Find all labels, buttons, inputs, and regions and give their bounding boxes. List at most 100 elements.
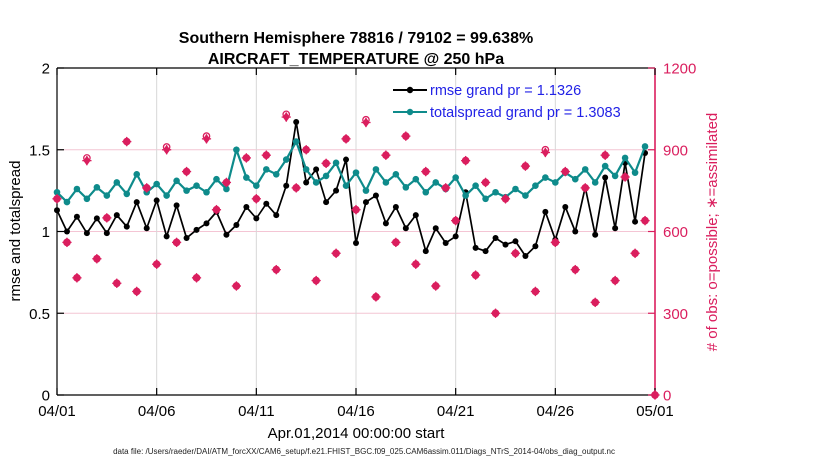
totalspread-marker (631, 169, 639, 176)
rmse-marker (572, 228, 579, 235)
rmse-marker (452, 233, 459, 240)
totalspread-marker (412, 175, 420, 183)
totalspread-marker (342, 182, 350, 190)
totalspread-marker (532, 182, 539, 190)
y-right-tick-label: 1200 (663, 61, 696, 78)
y-left-tick-label: 1.5 (29, 142, 50, 159)
totalspread-marker (552, 179, 559, 186)
rmse-marker (313, 166, 320, 173)
legend-dot-totalspread (406, 108, 414, 116)
totalspread-marker (392, 170, 400, 178)
totalspread-marker (591, 179, 599, 186)
totalspread-marker (472, 182, 479, 190)
data-file-path: data file: /Users/raeder/DAI/ATM_forcXX/… (113, 447, 615, 456)
totalspread-marker (641, 143, 649, 150)
totalspread-marker (292, 138, 300, 145)
x-tick-label: 04/26 (537, 403, 575, 420)
x-tick-label: 05/01 (636, 403, 674, 420)
legend-label-rmse: rmse grand pr = 1.1326 (430, 83, 581, 99)
rmse-marker (492, 235, 499, 242)
y-axis-label-left: rmse and totalspread (7, 161, 24, 302)
rmse-marker (602, 174, 609, 181)
totalspread-marker (233, 146, 240, 154)
totalspread-marker (322, 172, 330, 180)
totalspread-marker (621, 154, 629, 162)
rmse-marker (562, 203, 569, 210)
totalspread-marker (332, 159, 340, 167)
axes (56, 67, 656, 396)
totalspread-marker (93, 184, 101, 191)
rmse-marker (223, 231, 230, 238)
y-right-tick-label: 600 (663, 224, 688, 241)
rmse-marker (323, 199, 330, 206)
rmse-marker (93, 215, 100, 222)
totalspread-marker (133, 170, 141, 178)
x-tick-label: 04/16 (337, 403, 375, 420)
totalspread-marker (601, 162, 609, 170)
totalspread-marker (302, 166, 310, 173)
rmse-marker (412, 212, 419, 219)
rmse-marker (193, 226, 200, 233)
x-tick-label: 04/21 (437, 403, 475, 420)
rmse-marker (343, 156, 350, 163)
rmse-marker (612, 225, 619, 232)
totalspread-marker (243, 174, 250, 181)
rmse-line (56, 121, 646, 258)
rmse-marker (502, 241, 509, 248)
rmse-marker (472, 244, 479, 251)
rmse-marker (482, 248, 489, 255)
totalspread-marker (382, 179, 390, 186)
totalspread-marker (492, 188, 499, 196)
rmse-marker (372, 192, 379, 199)
totalspread-marker (542, 174, 549, 181)
totalspread-marker (452, 174, 459, 181)
rmse-marker (143, 225, 150, 232)
x-tick-label: 04/11 (238, 403, 274, 420)
totalspread-marker (183, 187, 190, 194)
gridlines (57, 68, 655, 395)
rmse-marker (273, 212, 280, 219)
totalspread-marker (522, 192, 529, 199)
y-right-tick-label: 300 (663, 306, 688, 323)
rmse-marker (243, 203, 250, 210)
rmse-marker (512, 238, 519, 245)
rmse-marker (392, 203, 399, 210)
totalspread-marker (272, 170, 280, 178)
rmse-marker (303, 179, 310, 186)
totalspread-marker (213, 175, 220, 183)
rmse-marker (73, 213, 80, 220)
rmse-marker (353, 239, 359, 246)
totalspread-marker (611, 172, 619, 180)
x-axis-label: Apr.01,2014 00:00:00 start (268, 425, 446, 442)
rmse-marker (293, 118, 300, 125)
chart-subtitle: AIRCRAFT_TEMPERATURE @ 250 hPa (208, 51, 504, 68)
rmse-marker (253, 215, 260, 222)
observation-markers (52, 110, 660, 400)
rmse-marker (173, 202, 180, 209)
totalspread-marker (163, 192, 170, 199)
totalspread-marker (173, 177, 180, 185)
x-tick-label: 04/01 (38, 403, 76, 420)
y-right-tick-label: 900 (663, 142, 688, 159)
totalspread-marker (53, 188, 61, 196)
rmse-marker (402, 225, 409, 232)
totalspread-marker (203, 188, 210, 196)
y-left-tick-label: 2 (42, 61, 50, 78)
legend-marker-rmse (393, 86, 427, 94)
totalspread-marker (263, 166, 270, 173)
totalspread-marker (312, 179, 320, 186)
rmse-marker (432, 225, 439, 232)
rmse-marker (133, 199, 140, 206)
totalspread-marker (462, 192, 469, 199)
rmse-marker (63, 228, 70, 235)
chart-title: Southern Hemisphere 78816 / 79102 = 99.6… (179, 30, 533, 47)
rmse-marker (54, 207, 60, 214)
totalspread-marker (362, 187, 370, 194)
rmse-marker (283, 182, 290, 189)
rmse-marker (183, 235, 190, 242)
totalspread-marker (372, 166, 380, 173)
legend-dot-rmse (406, 86, 414, 94)
rmse-marker (362, 199, 369, 206)
rmse-marker (233, 221, 240, 228)
